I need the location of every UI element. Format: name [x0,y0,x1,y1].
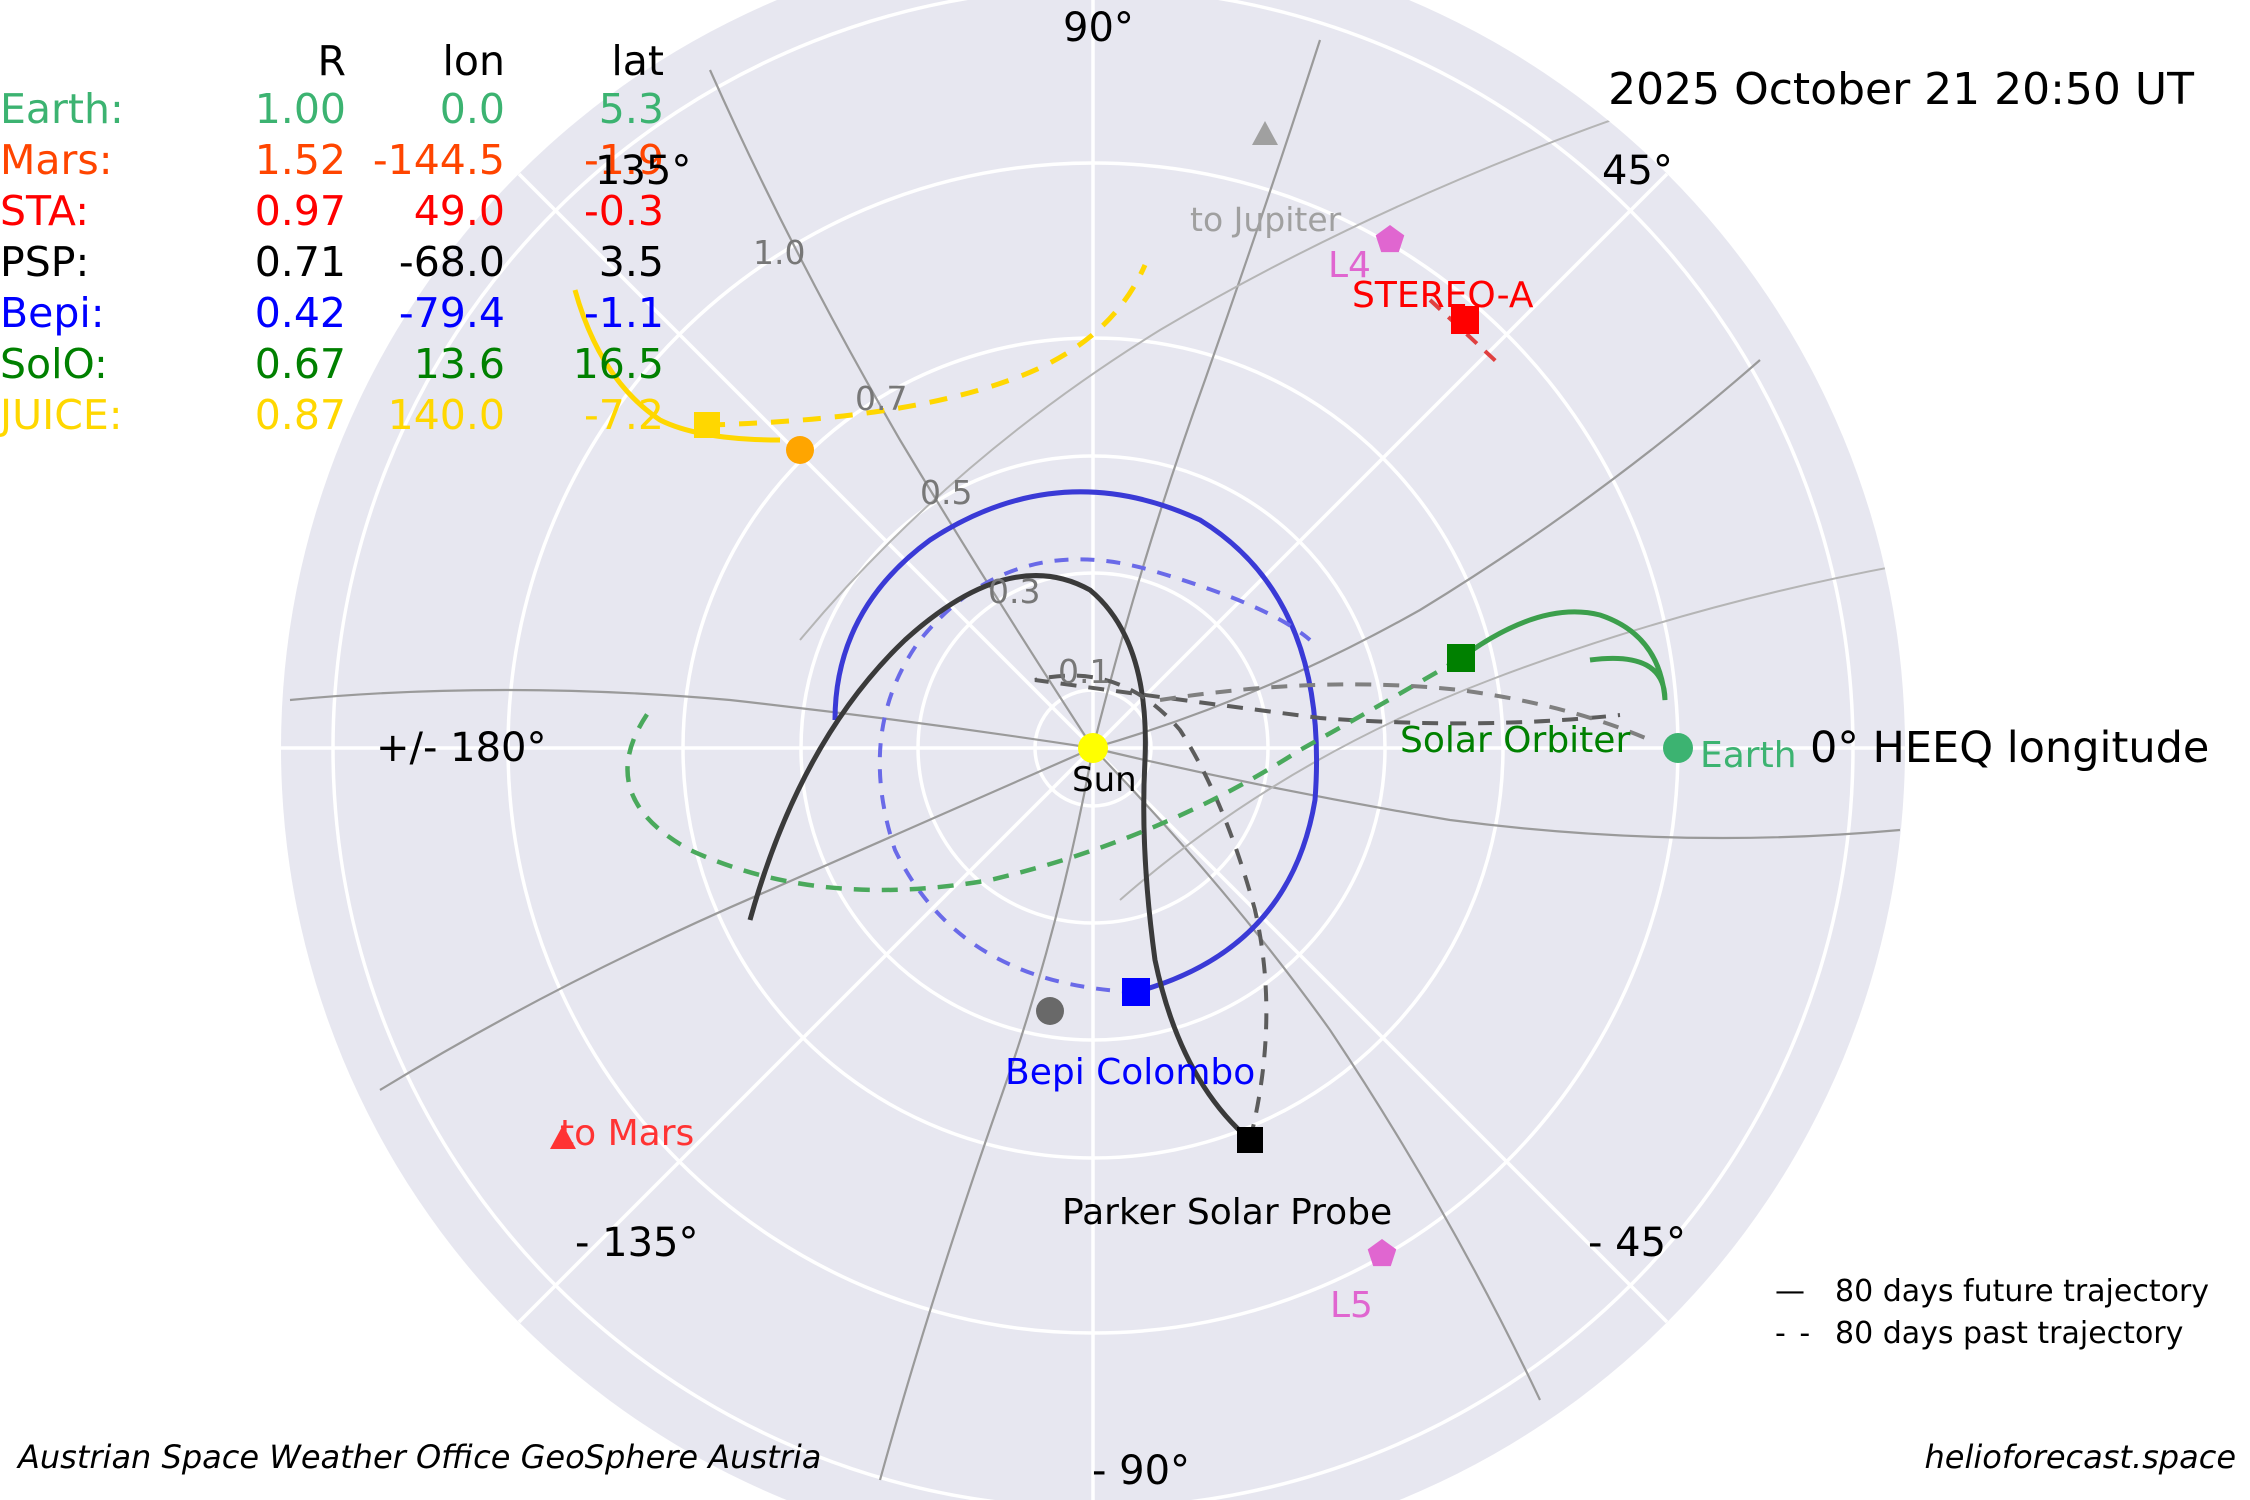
cell-lon: 13.6 [413,340,505,388]
cell-lon: -79.4 [398,289,505,337]
cell-lat: 3.5 [598,238,664,286]
cell-r: 1.00 [254,85,346,133]
legend-row-future: — 80 days future trajectory [1775,1270,2209,1312]
trajectory-legend: — 80 days future trajectory - - 80 days … [1775,1270,2209,1354]
footer-right: helioforecast.space [1924,1438,2236,1476]
cell-r: 1.52 [254,136,346,184]
cell-r: 0.71 [254,238,346,286]
earth-trace [1159,682,1651,742]
stereo-a-past-trajectory [1428,298,1502,367]
cell-lon: -144.5 [372,136,505,184]
sun-label: Sun [1072,760,1137,800]
to-mars-label: to Mars [560,1113,695,1154]
th-body [0,40,195,84]
cell-name: Mars: [0,136,113,184]
l5-label: L5 [1330,1285,1373,1326]
parker-solar-probe-label: Parker Solar Probe [1062,1192,1393,1233]
grid-group [281,0,1905,1500]
cell-name: STA: [0,187,90,235]
bepi-past-trajectory [877,557,1312,994]
angle-label-m90: - 90° [1092,1448,1191,1494]
cell-lat: -0.3 [584,187,664,235]
radial-label-0-1: 0.1 [1058,652,1111,691]
cell-name: SolO: [0,340,108,388]
legend-row-past: - - 80 days past trajectory [1775,1312,2209,1354]
table-row: Mars: 1.52 -144.5 -1.9 [0,135,672,186]
table-row: Bepi: 0.42 -79.4 -1.1 [0,288,672,339]
footer-left: Austrian Space Weather Office GeoSphere … [18,1438,822,1476]
angular-gridlines [281,0,1905,1500]
bepi-colombo-label: Bepi Colombo [1005,1052,1256,1093]
cell-r: 0.87 [254,391,346,439]
datetime-label: 2025 October 21 20:50 UT [1608,64,2194,115]
table-body: Earth: 1.00 0.0 5.3 Mars: 1.52 -144.5 -1.9 STA: 0… [0,84,672,441]
bepi-future-trajectory [832,489,1320,995]
th-lon: lon [442,37,505,85]
legend-future-label: 80 days future trajectory [1835,1273,2210,1309]
angle-label-180: +/- 180° [376,725,547,771]
table-row: Earth: 1.00 0.0 5.3 [0,84,672,135]
solar-orbiter-label: Solar Orbiter [1400,720,1631,761]
position-table: R lon lat Earth: 1.00 0.0 5.3 Mars: 1.52 -144.… [0,40,672,441]
table-row: JUICE: 0.87 140.0 -7.2 [0,390,672,441]
cell-lat: -7.2 [584,391,664,439]
psp-past-trajectory [1034,673,1621,1141]
solo-future-trajectory [1459,609,1668,701]
cell-lat: -1.1 [584,289,664,337]
parker-spiral-lines [289,39,1901,1481]
angle-label-90: 90° [1063,5,1134,51]
table-row: PSP: 0.71 -68.0 3.5 [0,237,672,288]
angle-label-m45: - 45° [1588,1220,1687,1266]
legend-past-label: 80 days past trajectory [1835,1315,2184,1351]
l4-label: L4 [1328,245,1371,286]
cell-lon: 0.0 [439,85,505,133]
th-lat: lat [611,37,664,85]
cell-lon: 49.0 [413,187,505,235]
position-table-grid: R lon lat Earth: 1.00 0.0 5.3 Mars: 1.52 -144.… [0,40,672,441]
table-row: SolO: 0.67 13.6 16.5 [0,339,672,390]
solo-past-trajectory [625,656,1463,893]
cell-lon: -68.0 [398,238,505,286]
cell-name: Earth: [0,85,124,133]
earth-label: Earth [1700,735,1797,776]
heeq-longitude-label: 0° HEEQ longitude [1810,723,2210,773]
legend-dashed-dash: - - [1775,1315,1813,1351]
cell-name: Bepi: [0,289,105,337]
cell-name: JUICE: [0,391,123,439]
juice-future-trajectory [572,289,781,443]
cell-lat: -1.9 [584,136,664,184]
legend-solid-dash: — [1775,1273,1807,1309]
radial-label-1-0: 1.0 [753,233,806,272]
cell-lat: 5.3 [598,85,664,133]
stereo-a-label: STEREO-A [1352,275,1534,316]
table-row: STA: 0.97 49.0 -0.3 [0,186,672,237]
to-jupiter-label: to Jupiter [1190,200,1342,239]
psp-future-trajectory [747,573,1252,1142]
cell-r: 0.67 [254,340,346,388]
th-R: R [317,37,347,85]
angle-label-135: 135° [595,148,692,194]
angle-label-45: 45° [1602,148,1673,194]
parker-spiral-arcs [799,109,1905,901]
radial-label-0-3: 0.3 [988,572,1041,611]
cell-name: PSP: [0,238,90,286]
radial-label-0-7: 0.7 [855,379,908,418]
table-header-row: R lon lat [0,40,672,84]
cell-lat: 16.5 [572,340,664,388]
juice-past-trajectory [706,263,1148,428]
cell-lon: 140.0 [387,391,505,439]
angle-label-m135: - 135° [575,1220,699,1266]
cell-r: 0.42 [254,289,346,337]
cell-r: 0.97 [254,187,346,235]
radial-label-0-5: 0.5 [920,473,973,512]
